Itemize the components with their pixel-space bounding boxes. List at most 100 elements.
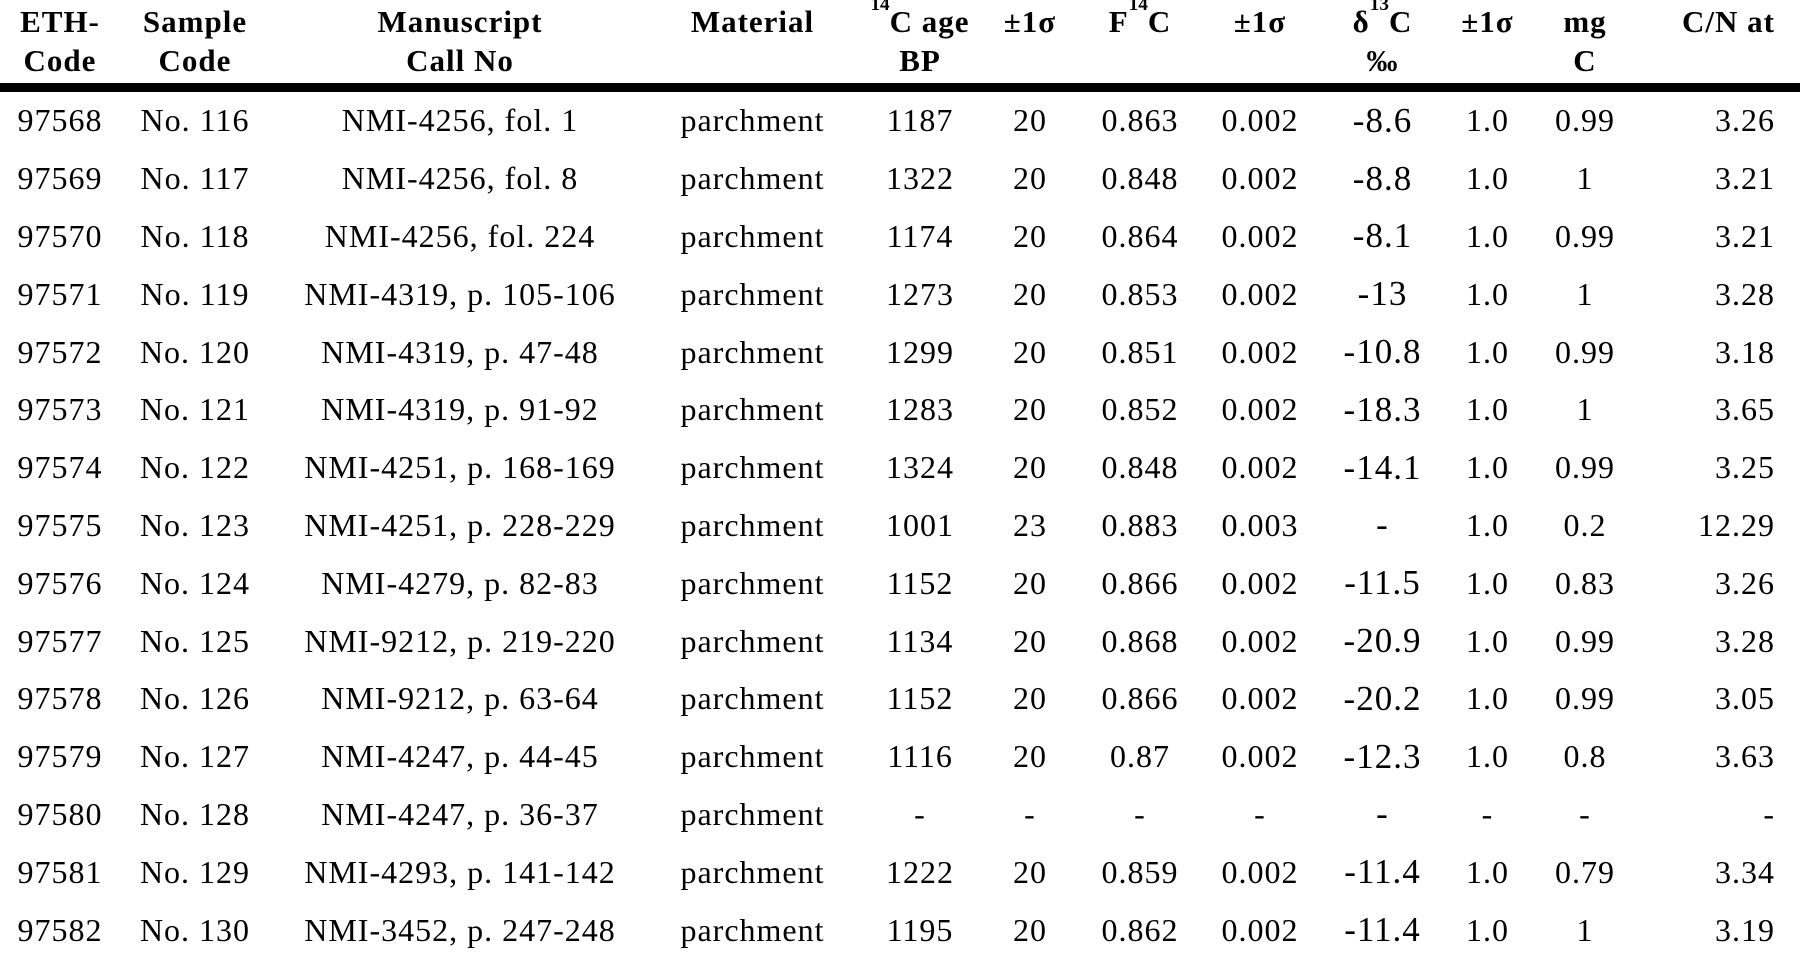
table-cell: 3.25	[1715, 449, 1775, 486]
table-cell: 1152	[886, 680, 954, 717]
table-cell: 1.0	[1466, 506, 1509, 543]
table-cell: 97568	[17, 102, 103, 139]
table-cell: NMI-4319, p. 91-92	[321, 391, 599, 428]
table-cell: 97579	[17, 738, 103, 775]
table-cell: 97574	[17, 449, 103, 486]
table-cell: -	[1254, 795, 1266, 832]
table-cell: 20	[1013, 449, 1047, 486]
table-cell: NMI-9212, p. 219-220	[304, 622, 616, 659]
col-header-sample-code: Sample Code	[120, 0, 270, 92]
table-cell: 1322	[886, 160, 954, 197]
table-cell: -	[1376, 505, 1389, 545]
col-header-cn-ratio: C/N at	[1645, 0, 1800, 92]
table-cell: 0.868	[1101, 622, 1179, 659]
superscript: 14	[870, 0, 890, 16]
table-cell: parchment	[680, 449, 825, 486]
table-cell: 0.83	[1555, 564, 1615, 601]
table-cell: 0.002	[1221, 564, 1299, 601]
table-cell: NMI-4251, p. 168-169	[304, 449, 616, 486]
table-row: 97580 No. 128 NMI-4247, p. 36-37 parchment -…	[0, 786, 1800, 844]
table-cell: 0.848	[1101, 160, 1179, 197]
table-cell: 97571	[17, 275, 103, 312]
table-cell: NMI-4247, p. 44-45	[321, 738, 599, 775]
table-cell: -20.2	[1343, 678, 1422, 718]
table-cell: No. 119	[140, 275, 250, 312]
table-cell: -18.3	[1343, 389, 1422, 429]
table-cell: parchment	[680, 795, 825, 832]
table-cell: -11.4	[1344, 852, 1421, 892]
table-cell: No. 124	[139, 564, 251, 601]
table-cell: 20	[1013, 391, 1047, 428]
table-cell: -14.1	[1343, 447, 1422, 487]
table-cell: 1187	[886, 102, 954, 139]
table-cell: 0.862	[1101, 911, 1179, 948]
table-cell: 0.8	[1563, 738, 1607, 775]
table-cell: 3.19	[1715, 911, 1775, 948]
table-cell: 1	[1576, 160, 1594, 197]
col-header-mg-c: mg C	[1525, 0, 1645, 92]
table-cell: 1	[1576, 275, 1594, 312]
table-cell: 0.99	[1555, 217, 1615, 254]
table-cell: 1.0	[1466, 680, 1509, 717]
table-cell: NMI-4293, p. 141-142	[304, 853, 616, 890]
table-cell: 1324	[886, 449, 954, 486]
table-cell: 97580	[17, 795, 103, 832]
superscript: 13	[1369, 0, 1389, 16]
table-row: 97570 No. 118 NMI-4256, fol. 224 parchment 1…	[0, 208, 1800, 266]
table-cell: No. 127	[139, 738, 251, 775]
table-row: 97573 No. 121 NMI-4319, p. 91-92 parchment 1…	[0, 381, 1800, 439]
table-cell: 0.003	[1221, 506, 1299, 543]
table-header: ETH- Code Sample Code Manuscript Call No…	[0, 0, 1800, 92]
table-cell: 97581	[17, 853, 103, 890]
table-cell: No. 121	[139, 391, 251, 428]
table-cell: 1.0	[1466, 160, 1509, 197]
table-cell: 1	[1576, 911, 1594, 948]
table-cell: -	[1024, 795, 1036, 832]
table-cell: No. 118	[140, 217, 250, 254]
table-cell: 0.864	[1101, 217, 1179, 254]
table-cell: 1.0	[1466, 102, 1509, 139]
table-cell: 20	[1013, 911, 1047, 948]
table-cell: 1222	[886, 853, 954, 890]
table-cell: 3.21	[1715, 217, 1775, 254]
table-cell: 1116	[887, 738, 953, 775]
table-cell: -8.6	[1352, 100, 1413, 140]
table-cell: 0.002	[1221, 160, 1299, 197]
table-cell: parchment	[680, 680, 825, 717]
table-cell: parchment	[680, 506, 825, 543]
col-header-eth-code: ETH- Code	[0, 0, 120, 92]
table-cell: NMI-4256, fol. 8	[341, 160, 579, 197]
table-cell: 97582	[17, 911, 103, 948]
table-cell: 0.99	[1555, 449, 1615, 486]
table-row: 97574 No. 122 NMI-4251, p. 168-169 parchmen…	[0, 439, 1800, 497]
table-cell: 23	[1013, 506, 1047, 543]
table-cell: 0.002	[1221, 911, 1299, 948]
table-cell: No. 120	[139, 333, 251, 370]
table-cell: 0.002	[1221, 622, 1299, 659]
table-row: 97571 No. 119 NMI-4319, p. 105-106 parchmen…	[0, 265, 1800, 323]
table-cell: 0.866	[1101, 680, 1179, 717]
table-cell: 1.0	[1466, 333, 1509, 370]
table-cell: -8.1	[1352, 216, 1413, 256]
table-cell: No. 125	[139, 622, 251, 659]
table-cell: 0.002	[1221, 333, 1299, 370]
table-cell: 0.2	[1563, 506, 1607, 543]
table-cell: -10.8	[1343, 332, 1422, 372]
table-cell: NMI-4319, p. 105-106	[304, 275, 616, 312]
table-row: 97572 No. 120 NMI-4319, p. 47-48 parchment 1…	[0, 323, 1800, 381]
table-cell: parchment	[680, 738, 825, 775]
table-cell: -	[1763, 795, 1775, 832]
col-header-material: Material	[650, 0, 855, 92]
table-cell: -11.4	[1344, 910, 1421, 950]
table-cell: 1.0	[1466, 391, 1509, 428]
table-cell: 3.65	[1715, 391, 1775, 428]
table-cell: 0.99	[1555, 102, 1615, 139]
table-cell: 0.853	[1101, 275, 1179, 312]
table-cell: No. 128	[139, 795, 251, 832]
table-cell: 0.002	[1221, 738, 1299, 775]
table-cell: parchment	[680, 911, 825, 948]
table-cell: 0.859	[1101, 853, 1179, 890]
table-cell: parchment	[680, 160, 825, 197]
table-cell: parchment	[680, 564, 825, 601]
